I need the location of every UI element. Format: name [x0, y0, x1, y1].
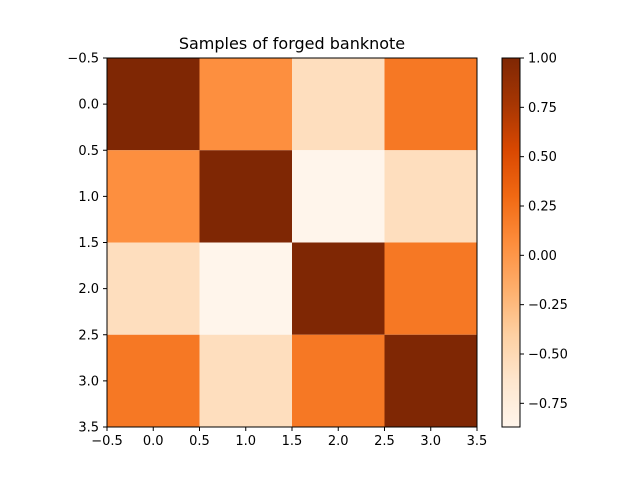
heatmap-cell-1-3	[384, 150, 477, 243]
heatmap-cell-2-0	[107, 242, 200, 335]
heatmap-cell-0-3	[384, 58, 477, 151]
colorbar-tick-label: −0.50	[528, 347, 568, 362]
x-tick-label: 3.5	[467, 434, 488, 449]
colorbar-gradient	[501, 57, 521, 428]
heatmap-cell-3-0	[107, 334, 200, 427]
y-tick-label: 0.5	[78, 144, 99, 159]
x-tick-label: 2.5	[374, 434, 395, 449]
y-axis: −0.5 0.0 0.5 1.0 1.5 2.0 2.5 3.0 3.5	[67, 52, 107, 436]
colorbar: 1.00 0.75 0.50 0.25 0.00 −0.25 −0.50 −0.75	[501, 52, 568, 428]
x-tick-label: 1.0	[235, 434, 256, 449]
heatmap-cell-1-0	[107, 150, 200, 243]
x-tick-label: −0.5	[91, 434, 123, 449]
heatmap-cells	[107, 58, 477, 427]
colorbar-tick-label: 0.00	[528, 249, 557, 264]
y-tick-label: 2.0	[78, 282, 99, 297]
colorbar-tick-label: 1.00	[528, 52, 557, 67]
heatmap-cell-2-2	[292, 242, 385, 335]
x-tick-label: 0.0	[143, 434, 164, 449]
colorbar-tick-label: 0.50	[528, 150, 557, 165]
heatmap-cell-0-2	[292, 58, 385, 151]
heatmap-cell-3-3	[384, 334, 477, 427]
x-tick-label: 1.5	[282, 434, 303, 449]
colorbar-tick-label: −0.25	[528, 298, 568, 313]
y-tick-label: −0.5	[67, 52, 99, 67]
y-tick-label: 0.0	[78, 98, 99, 113]
chart-title: Samples of forged banknote	[179, 34, 405, 53]
colorbar-tick-label: 0.25	[528, 199, 557, 214]
colorbar-tick-label: 0.75	[528, 101, 557, 116]
heatmap-cell-1-1	[199, 150, 292, 243]
heatmap-cell-3-2	[292, 334, 385, 427]
x-tick-label: 0.5	[189, 434, 210, 449]
heatmap-cell-0-1	[199, 58, 292, 151]
heatmap-cell-1-2	[292, 150, 385, 243]
x-axis: −0.5 0.0 0.5 1.0 1.5 2.0 2.5 3.0 3.5	[91, 57, 488, 449]
y-tick-label: 1.5	[78, 236, 99, 251]
heatmap-cell-0-0	[107, 58, 200, 151]
colorbar-tick-label: −0.75	[528, 397, 568, 412]
heatmap-cell-2-1	[199, 242, 292, 335]
x-tick-label: 3.0	[420, 434, 441, 449]
heatmap-cell-2-3	[384, 242, 477, 335]
y-tick-label: 1.0	[78, 190, 99, 205]
heatmap-cell-3-1	[199, 334, 292, 427]
y-tick-label: 2.5	[78, 328, 99, 343]
y-tick-label: 3.0	[78, 374, 99, 389]
y-tick-label: 3.5	[78, 421, 99, 436]
x-tick-label: 2.0	[328, 434, 349, 449]
